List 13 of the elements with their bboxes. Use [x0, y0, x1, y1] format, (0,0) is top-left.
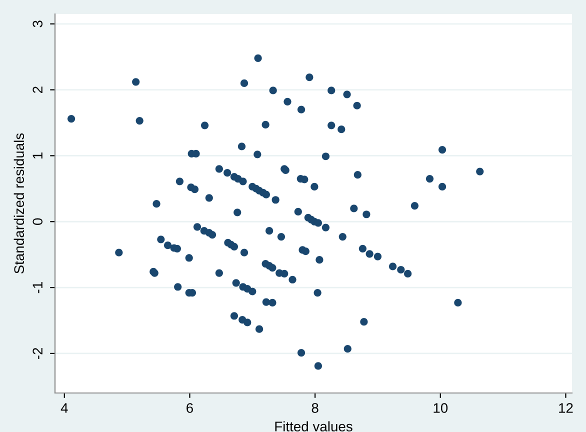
y-tick-label: 2: [32, 86, 42, 93]
x-tick-label: 6: [186, 403, 193, 413]
x-tick-label: 4: [60, 403, 68, 413]
x-tick-label: 12: [559, 403, 573, 413]
x-tick-label: 10: [434, 403, 448, 413]
y-axis-title: Standardized residuals: [14, 133, 24, 274]
y-tick-label: 3: [32, 20, 43, 28]
x-axis-title: Fitted values: [275, 421, 352, 432]
y-tick-label: -1: [32, 282, 42, 294]
x-tick-label: 8: [312, 403, 318, 413]
y-tick-label: -2: [32, 348, 42, 360]
y-tick-label: 0: [32, 218, 43, 225]
y-tick-label: 1: [32, 152, 42, 159]
